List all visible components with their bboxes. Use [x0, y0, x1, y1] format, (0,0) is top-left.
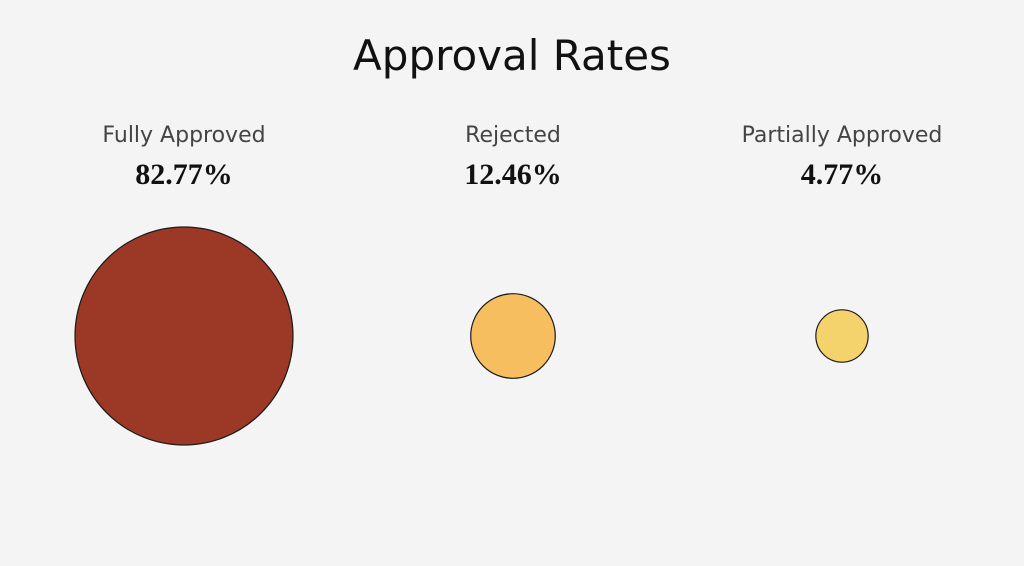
category-label-rejected: Rejected	[465, 123, 561, 148]
value-label-rejected: 12.46%	[464, 158, 562, 191]
bubble-rejected	[470, 293, 556, 379]
chart-title: Approval Rates	[353, 31, 671, 80]
category-label-partially-approved: Partially Approved	[741, 123, 943, 148]
bubble-fully-approved	[74, 226, 294, 446]
value-label-fully-approved: 82.77%	[135, 158, 233, 191]
bubble-partially-approved	[815, 309, 869, 363]
category-label-fully-approved: Fully Approved	[102, 123, 266, 148]
value-label-partially-approved: 4.77%	[800, 158, 884, 191]
